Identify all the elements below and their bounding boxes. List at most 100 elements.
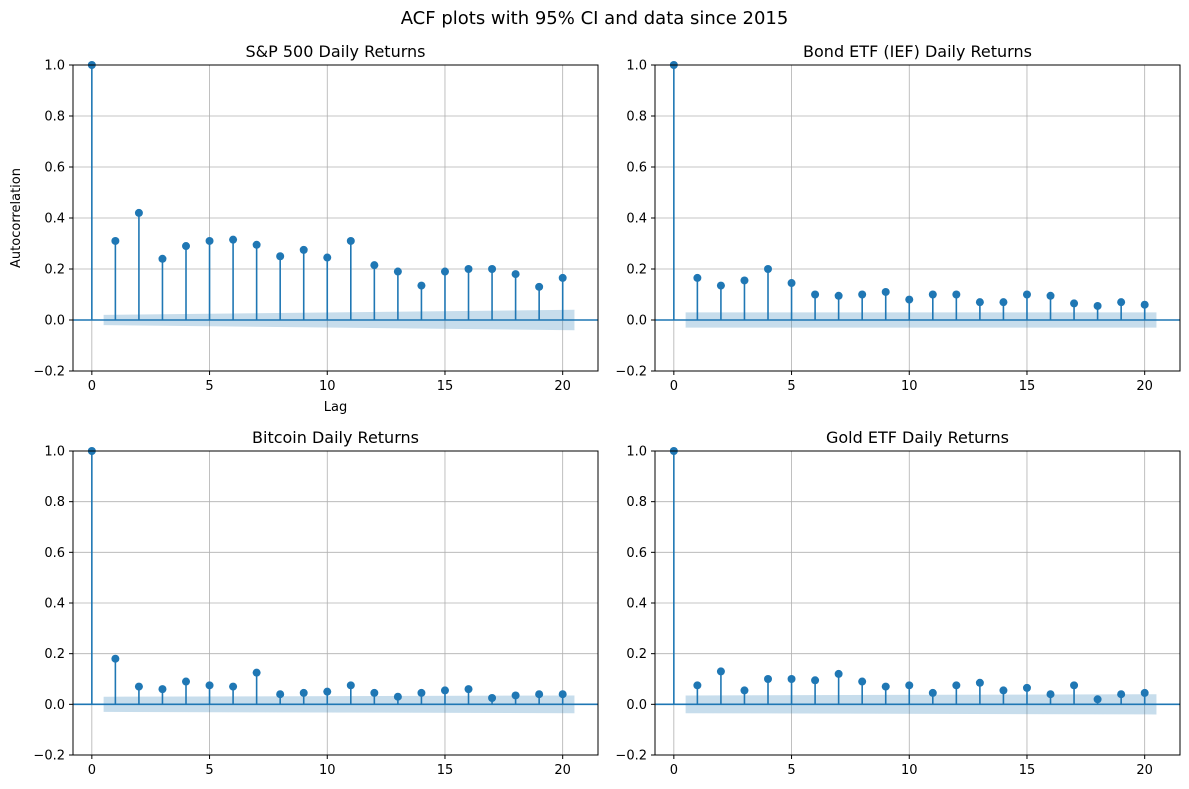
panel-3-ytick-label-1-0: 1.0 <box>626 445 647 460</box>
panel-0-marker-lag-20 <box>558 273 567 282</box>
panel-2-marker-lag-20 <box>558 690 567 699</box>
panel-2-ytick-label-0-8: 0.8 <box>44 495 65 510</box>
panel-0-marker-lag-6 <box>229 235 238 244</box>
panel-2-marker-lag-19 <box>535 690 544 699</box>
panel-1-marker-lag-18 <box>1093 301 1102 310</box>
panel-2-marker-lag-5 <box>205 681 214 690</box>
panel-0-marker-lag-13 <box>393 267 402 276</box>
panel-3-ytick-label-0-6: 0.6 <box>626 546 647 561</box>
panel-1-marker-lag-8 <box>858 290 867 299</box>
panel-0-marker-lag-4 <box>182 242 191 251</box>
panel-3-marker-lag-5 <box>787 675 796 683</box>
panel-2-ytick-label-0-2: −0.2 <box>33 749 65 764</box>
panel-1-marker-lag-17 <box>1070 299 1079 308</box>
panel-3-marker-lag-9 <box>881 682 890 691</box>
panel-0-marker-lag-18 <box>511 270 520 279</box>
panel-3-title: Gold ETF Daily Returns <box>826 428 1009 447</box>
acf-panel-bitcoin: 0 5 10 15 20 −0.2 0.0 0.2 0.4 0.6 0.8 1.0 Bitcoin Da… <box>33 428 599 778</box>
panel-1-xtick-label-15: 15 <box>1019 379 1036 394</box>
acf-panel-gold-etf: 0 5 10 15 20 −0.2 0.0 0.2 0.4 0.6 0.8 1.0 Gold ETF D… <box>615 428 1181 778</box>
panel-3-ytick-label-0-4: 0.4 <box>626 597 647 612</box>
panel-1-ytick-label-0-0: 0.0 <box>626 314 647 329</box>
panel-3-marker-lag-18 <box>1093 695 1102 704</box>
panel-0-xlabel: Lag <box>324 400 347 415</box>
panel-3-ytick-label-0-2: −0.2 <box>615 749 647 764</box>
panel-3-marker-lag-12 <box>952 681 961 690</box>
panel-1-xtick-label-10: 10 <box>901 379 918 394</box>
panel-0-ytick-label-0-6: 0.6 <box>44 161 65 176</box>
panel-0-marker-lag-1 <box>111 236 120 245</box>
panel-0-marker-lag-19 <box>535 282 544 291</box>
panel-0-marker-lag-7 <box>252 240 261 249</box>
panel-3-marker-lag-19 <box>1117 690 1126 699</box>
panel-0-marker-lag-8 <box>276 252 285 261</box>
panel-3-marker-lag-13 <box>975 678 984 687</box>
panel-3-xtick-label-5: 5 <box>787 763 795 778</box>
panel-3-marker-lag-8 <box>858 677 867 686</box>
panel-2-title: Bitcoin Daily Returns <box>252 428 419 447</box>
panel-1-marker-lag-10 <box>905 295 914 304</box>
panel-2-marker-lag-2 <box>134 682 143 691</box>
panel-0-marker-lag-15 <box>440 267 449 276</box>
panel-3-ytick-label-0-2: 0.2 <box>626 647 647 662</box>
panel-1-ytick-label-0-4: 0.4 <box>626 212 647 227</box>
panel-1-marker-lag-5 <box>787 279 796 288</box>
panel-1-marker-lag-4 <box>764 265 773 273</box>
panel-3-marker-lag-14 <box>999 686 1008 695</box>
panel-1-ytick-label-0-8: 0.8 <box>626 110 647 125</box>
panel-1-xtick-label-5: 5 <box>787 379 795 394</box>
panel-2-marker-lag-10 <box>323 687 332 696</box>
panel-0-ylabel: Autocorrelation <box>9 168 24 268</box>
panel-1-marker-lag-9 <box>881 287 890 296</box>
panel-2-marker-lag-17 <box>488 694 497 702</box>
panel-2-ytick-label-0-6: 0.6 <box>44 546 65 561</box>
panel-0-ytick-label-0-2: −0.2 <box>33 365 65 380</box>
panel-2-xtick-label-10: 10 <box>319 763 336 778</box>
panel-0-marker-lag-16 <box>464 265 473 273</box>
panel-2-marker-lag-8 <box>276 690 285 699</box>
panel-2-ytick-label-0-2: 0.2 <box>44 647 65 662</box>
panel-2-marker-lag-13 <box>393 692 402 701</box>
panel-2-marker-lag-12 <box>370 688 379 697</box>
panel-3-marker-lag-11 <box>928 688 937 697</box>
panel-1-marker-lag-20 <box>1140 300 1149 309</box>
panel-1-marker-lag-1 <box>693 273 702 282</box>
panel-3-marker-lag-7 <box>834 669 843 678</box>
panel-0-marker-lag-17 <box>488 265 497 273</box>
panel-3-marker-lag-1 <box>693 681 702 690</box>
panel-1-marker-lag-14 <box>999 298 1008 307</box>
panel-0-xtick-label-5: 5 <box>205 379 213 394</box>
panel-0-ytick-label-1-0: 1.0 <box>44 59 65 74</box>
panel-1-marker-lag-7 <box>834 291 843 300</box>
panel-2-marker-lag-7 <box>252 668 261 677</box>
panel-3-xtick-label-10: 10 <box>901 763 918 778</box>
panel-0-ytick-label-0-4: 0.4 <box>44 212 65 227</box>
panel-3-xtick-label-15: 15 <box>1019 763 1036 778</box>
panel-2-marker-lag-1 <box>111 654 120 663</box>
panel-0-marker-lag-2 <box>134 208 143 217</box>
panel-2-xtick-label-15: 15 <box>437 763 454 778</box>
panel-2-ytick-label-0-4: 0.4 <box>44 597 65 612</box>
panel-3-marker-lag-6 <box>811 676 820 685</box>
panel-1-marker-lag-11 <box>928 290 937 299</box>
panel-1-marker-lag-6 <box>811 290 820 299</box>
panel-3-ytick-label-0-8: 0.8 <box>626 495 647 510</box>
panel-2-marker-lag-16 <box>464 685 473 694</box>
panel-1-marker-lag-12 <box>952 290 961 299</box>
panel-0-ytick-label-0-2: 0.2 <box>44 263 65 278</box>
panel-0-ytick-label-0-8: 0.8 <box>44 110 65 125</box>
panel-3-marker-lag-17 <box>1070 681 1079 690</box>
panel-0-ytick-label-0-0: 0.0 <box>44 314 65 329</box>
panel-3-marker-lag-15 <box>1022 683 1031 692</box>
panel-1-marker-lag-13 <box>975 298 984 307</box>
panel-1-marker-lag-2 <box>716 281 725 290</box>
panel-2-marker-lag-15 <box>440 686 449 695</box>
figure-suptitle: ACF plots with 95% CI and data since 201… <box>401 8 789 29</box>
panel-3-xtick-label-0: 0 <box>670 763 678 778</box>
panel-1-marker-lag-19 <box>1117 298 1126 307</box>
panel-2-marker-lag-4 <box>182 677 191 686</box>
panel-1-title: Bond ETF (IEF) Daily Returns <box>803 42 1032 61</box>
panel-3-marker-lag-4 <box>764 675 773 683</box>
panel-2-xtick-label-5: 5 <box>205 763 213 778</box>
panel-1-ytick-label-1-0: 1.0 <box>626 59 647 74</box>
